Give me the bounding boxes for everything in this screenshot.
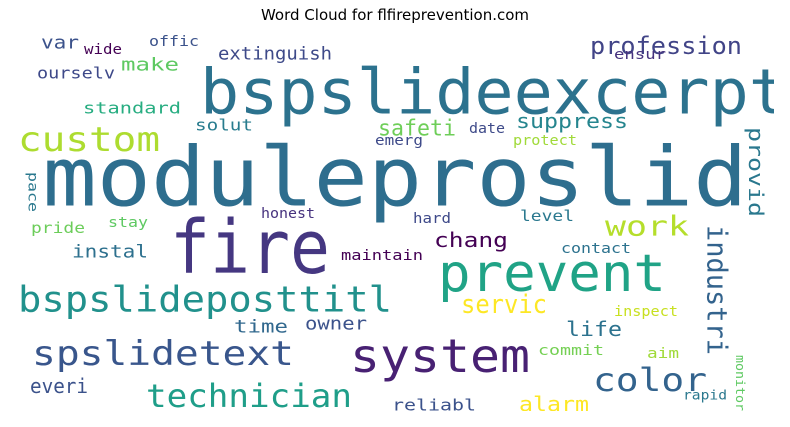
word-bspslideexcerpt: bspslideexcerpt — [200, 56, 774, 129]
word-safeti: safeti — [378, 117, 456, 142]
word-owner: owner — [305, 314, 367, 335]
word-time: time — [234, 317, 288, 338]
word-provid: provid — [744, 127, 768, 217]
word-standard: standard — [83, 99, 181, 118]
word-wide: wide — [84, 42, 122, 58]
word-technician: technician — [146, 377, 352, 411]
word-life: life — [566, 317, 622, 341]
word-var: var — [41, 33, 79, 54]
word-fire: fire — [170, 205, 330, 291]
word-reliabl: reliabl — [392, 396, 476, 412]
word-moduleproslid: moduleproslid — [43, 131, 748, 226]
word-alarm: alarm — [519, 392, 589, 411]
word-offic: offic — [149, 34, 199, 50]
word-pace: pace — [25, 172, 40, 212]
word-suppress: suppress — [516, 109, 628, 133]
word-inspect: inspect — [614, 304, 678, 320]
word-commit: commit — [538, 343, 604, 359]
word-maintain: maintain — [341, 248, 423, 264]
word-pride: pride — [31, 219, 85, 237]
word-level: level — [520, 207, 574, 225]
word-contact: contact — [561, 241, 631, 257]
word-aim: aim — [647, 346, 679, 362]
word-rapid: rapid — [683, 389, 727, 404]
word-color: color — [593, 361, 707, 399]
word-prevent: prevent — [438, 244, 666, 304]
word-extinguish: extinguish — [218, 44, 332, 65]
chart-title: Word Cloud for flfireprevention.com — [260, 6, 530, 24]
word-ourselv: ourselv — [37, 64, 115, 83]
word-servic: servic — [461, 290, 547, 320]
word-everi: everi — [30, 374, 88, 398]
word-date: date — [469, 121, 505, 137]
word-system: system — [350, 329, 530, 383]
word-work: work — [605, 210, 689, 243]
word-chang: chang — [434, 228, 508, 252]
word-stay: stay — [108, 215, 148, 231]
word-ensur: ensur — [614, 47, 666, 63]
word-hard: hard — [413, 211, 451, 227]
word-spslidetext: spslidetext — [32, 334, 294, 374]
word-industri: industri — [701, 225, 734, 355]
word-instal: instal — [72, 242, 148, 263]
word-solut: solut — [195, 116, 253, 135]
word-honest: honest — [261, 206, 315, 222]
word-monitor: monitor — [733, 355, 747, 411]
word-make: make — [121, 55, 179, 76]
word-protect: protect — [513, 133, 577, 149]
word-custom: custom — [18, 120, 160, 160]
word-bspslideposttitl: bspslideposttitl — [18, 280, 392, 321]
word-profession: profession — [590, 32, 742, 60]
word-emerg: emerg — [375, 133, 423, 149]
